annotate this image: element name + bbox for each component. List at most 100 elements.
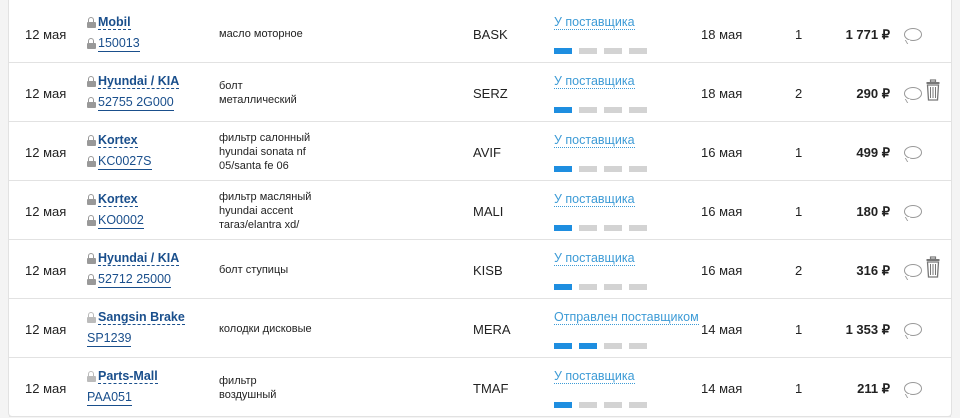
description-line: 05/santa fe 06: [219, 160, 289, 172]
progress-bar: [554, 102, 654, 116]
comment-icon[interactable]: [904, 264, 922, 277]
order-row: 12 мая Mobil 150013 масло моторное BASK …: [9, 3, 951, 63]
progress-step: [554, 107, 572, 113]
quantity: 1: [795, 204, 803, 219]
description-line: hyundai sonata nf: [219, 146, 306, 158]
brand-link[interactable]: Mobil: [98, 15, 131, 30]
status-link[interactable]: У поставщика: [554, 192, 635, 207]
delivery-date: 18 мая: [701, 86, 743, 101]
article-link[interactable]: KC0027S: [98, 154, 152, 170]
progress-bar: [554, 397, 654, 411]
status-link[interactable]: У поставщика: [554, 133, 635, 148]
quantity: 1: [795, 27, 803, 42]
price: 290 ₽: [856, 86, 890, 101]
progress-step: [629, 284, 647, 290]
description-line: фильтр: [219, 375, 257, 387]
supplier-code: KISB: [473, 263, 503, 278]
description: колодки дисковые: [219, 322, 339, 336]
order-date: 12 мая: [25, 86, 67, 101]
price: 499 ₽: [856, 145, 890, 160]
delivery-date: 16 мая: [701, 263, 743, 278]
progress-step: [554, 48, 572, 54]
orders-table: 12 мая Mobil 150013 масло моторное BASK …: [8, 0, 952, 417]
lock-icon: [87, 97, 96, 108]
progress-step: [579, 225, 597, 231]
status-link[interactable]: У поставщика: [554, 369, 635, 384]
delivery-date: 14 мая: [701, 381, 743, 396]
description-line: фильтр салонный: [219, 132, 311, 144]
order-date: 12 мая: [25, 322, 67, 337]
quantity: 1: [795, 381, 803, 396]
status-link[interactable]: У поставщика: [554, 251, 635, 266]
order-date: 12 мая: [25, 263, 67, 278]
progress-step: [554, 402, 572, 408]
brand-link[interactable]: Kortex: [98, 192, 138, 207]
order-date: 12 мая: [25, 381, 67, 396]
progress-step: [604, 166, 622, 172]
comment-icon[interactable]: [904, 28, 922, 41]
description: фильтр воздушный: [219, 374, 339, 402]
comment-icon[interactable]: [904, 87, 922, 100]
lock-icon: [87, 274, 96, 285]
progress-step: [604, 225, 622, 231]
order-row: 12 мая Hyundai / KIA 52755 2G000 болт мет…: [9, 62, 951, 122]
progress-step: [629, 225, 647, 231]
article-link[interactable]: 52755 2G000: [98, 95, 174, 111]
brand-link[interactable]: Sangsin Brake: [98, 310, 185, 325]
progress-step: [604, 48, 622, 54]
progress-step: [604, 107, 622, 113]
lock-icon: [87, 76, 96, 87]
lock-icon: [87, 38, 96, 49]
progress-step: [629, 343, 647, 349]
progress-step: [579, 107, 597, 113]
progress-step: [554, 225, 572, 231]
delivery-date: 18 мая: [701, 27, 743, 42]
status-link[interactable]: Отправлен поставщиком: [554, 310, 699, 325]
order-row: 12 мая Parts-Mall PAA051 фильтр воздушный…: [9, 357, 951, 417]
progress-step: [554, 166, 572, 172]
price: 316 ₽: [856, 263, 890, 278]
progress-bar: [554, 220, 654, 234]
progress-step: [629, 166, 647, 172]
comment-icon[interactable]: [904, 382, 922, 395]
description-line: болт ступицы: [219, 264, 289, 276]
article-link[interactable]: 150013: [98, 36, 140, 52]
description-line: hyundai accent: [219, 205, 293, 217]
comment-icon[interactable]: [904, 205, 922, 218]
delivery-date: 16 мая: [701, 204, 743, 219]
brand-link[interactable]: Hyundai / KIA: [98, 74, 180, 89]
article-link[interactable]: 52712 25000: [98, 272, 171, 288]
brand-link[interactable]: Hyundai / KIA: [98, 251, 180, 266]
status-link[interactable]: У поставщика: [554, 74, 635, 89]
description-line: тагаз/elantra xd/: [219, 219, 300, 231]
lock-icon: [87, 194, 96, 205]
price: 180 ₽: [856, 204, 890, 219]
progress-step: [629, 48, 647, 54]
order-row: 12 мая Kortex KC0027S фильтр салонный hyu…: [9, 121, 951, 181]
order-row: 12 мая Hyundai / KIA 52712 25000 болт ст…: [9, 239, 951, 299]
lock-icon: [87, 215, 96, 226]
progress-step: [579, 166, 597, 172]
article-link[interactable]: KO0002: [98, 213, 144, 229]
supplier-code: SERZ: [473, 86, 508, 101]
brand-link[interactable]: Parts-Mall: [98, 369, 158, 384]
trash-icon[interactable]: [926, 256, 940, 278]
price: 211 ₽: [857, 381, 890, 396]
quantity: 2: [795, 263, 803, 278]
status-link[interactable]: У поставщика: [554, 15, 635, 30]
comment-icon[interactable]: [904, 146, 922, 159]
lock-icon: [87, 253, 96, 264]
description: болт ступицы: [219, 263, 339, 277]
price: 1 771 ₽: [845, 27, 890, 42]
trash-icon[interactable]: [926, 79, 940, 101]
progress-step: [604, 343, 622, 349]
article-link[interactable]: PAA051: [87, 390, 132, 406]
description: фильтр салонный hyundai sonata nf 05/santa…: [219, 131, 339, 173]
lock-icon: [87, 135, 96, 146]
description-line: металлический: [219, 94, 297, 106]
article-link[interactable]: SP1239: [87, 331, 132, 347]
comment-icon[interactable]: [904, 323, 922, 336]
brand-link[interactable]: Kortex: [98, 133, 138, 148]
order-date: 12 мая: [25, 27, 67, 42]
progress-step: [554, 284, 572, 290]
